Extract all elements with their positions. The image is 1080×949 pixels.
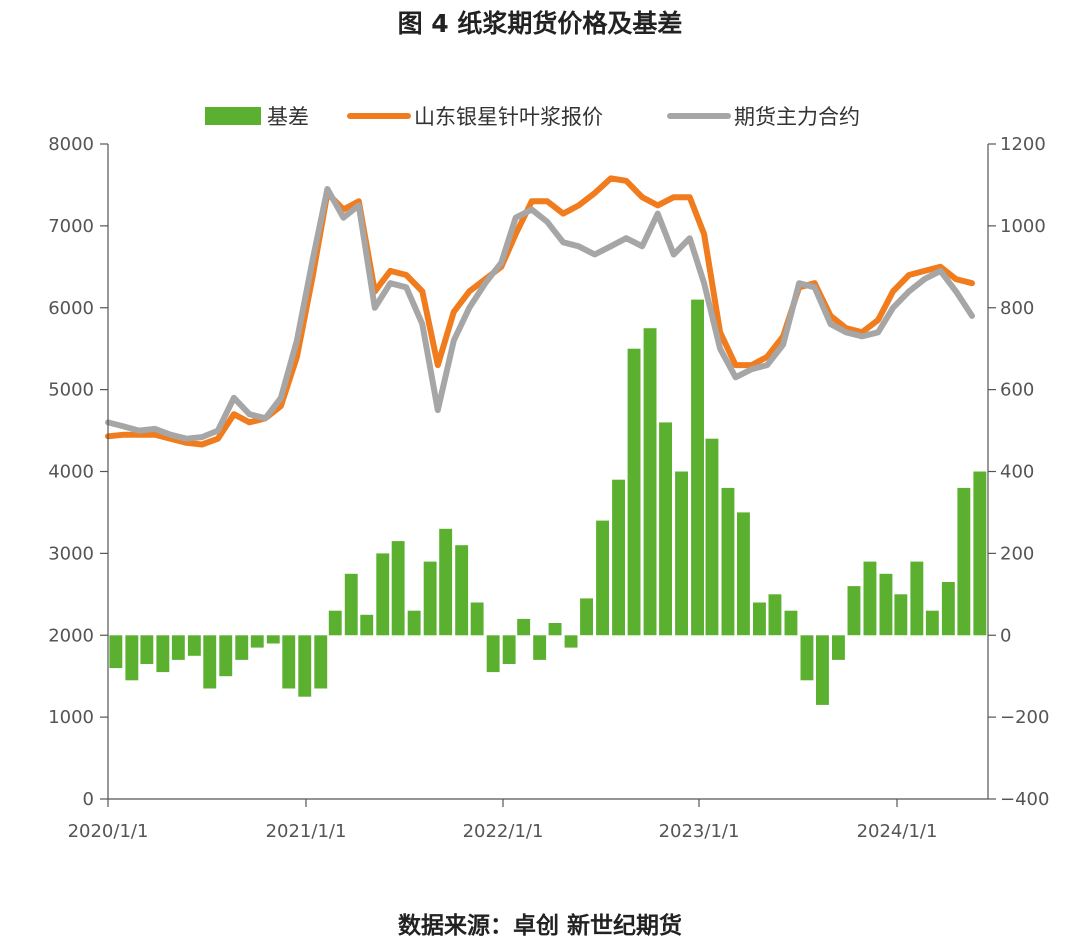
basis-bar <box>328 610 342 636</box>
basis-bar <box>298 635 312 697</box>
basis-bar <box>596 520 609 636</box>
basis-bar <box>832 635 845 660</box>
basis-bar <box>203 635 217 689</box>
basis-bar <box>957 487 971 636</box>
basis-bar <box>737 512 750 636</box>
basis-bar <box>502 635 516 664</box>
x-tick-label: 2022/1/1 <box>463 821 544 842</box>
basis-bar <box>314 635 328 689</box>
basis-bar <box>486 635 500 673</box>
basis-bar <box>580 598 593 636</box>
legend-label-basis: 基差 <box>267 105 309 129</box>
basis-bar <box>721 487 735 636</box>
basis-bar <box>125 635 139 681</box>
basis-bar <box>533 635 547 660</box>
basis-bar <box>156 635 170 673</box>
basis-bar <box>423 561 437 636</box>
basis-bar <box>219 635 233 677</box>
basis-bar <box>753 602 766 636</box>
basis-bar <box>282 635 296 689</box>
basis-bar <box>564 635 578 648</box>
basis-bar <box>171 635 185 660</box>
x-tick-label: 2020/1/1 <box>68 821 149 842</box>
basis-bar <box>894 594 908 636</box>
basis-bar <box>548 623 562 636</box>
y-left-tick-label: 4000 <box>48 462 94 483</box>
legend-swatch-basis <box>205 107 261 125</box>
y-right-tick-label: −200 <box>1000 707 1049 728</box>
basis-bar <box>612 479 625 636</box>
y-right-tick-label: 800 <box>1000 298 1034 319</box>
basis-bar <box>659 422 672 636</box>
basis-bar <box>768 594 782 636</box>
chart-canvas: 基差 山东银星针叶浆报价 期货主力合约 01000200030004000500… <box>48 105 1049 842</box>
chart-legend: 基差 山东银星针叶浆报价 期货主力合约 <box>205 105 860 129</box>
basis-bar <box>941 582 955 636</box>
basis-bar <box>470 602 484 636</box>
y-right-tick-label: 600 <box>1000 380 1034 401</box>
basis-bar <box>376 553 390 636</box>
basis-bars <box>109 299 987 705</box>
basis-bar <box>140 635 154 664</box>
basis-bar <box>627 348 641 636</box>
basis-bar <box>235 635 249 660</box>
y-left-tick-label: 6000 <box>48 298 94 319</box>
y-right-tick-label: −400 <box>1000 789 1049 810</box>
y-right-tick-label: 200 <box>1000 543 1034 564</box>
basis-bar <box>691 299 704 636</box>
legend-label-futures: 期货主力合约 <box>734 105 860 129</box>
chart-title: 图 4 纸浆期货价格及基差 <box>397 9 683 38</box>
legend-label-spot: 山东银星针叶浆报价 <box>414 105 603 129</box>
basis-bar <box>973 471 987 636</box>
basis-bar <box>187 635 201 656</box>
basis-bar <box>250 635 264 648</box>
basis-bar <box>517 618 531 636</box>
basis-bar <box>816 635 829 705</box>
x-tick-label: 2021/1/1 <box>266 821 347 842</box>
basis-bar <box>784 610 798 636</box>
basis-bar <box>439 528 453 636</box>
y-left-tick-label: 3000 <box>48 543 94 564</box>
y-left-tick-label: 2000 <box>48 625 94 646</box>
data-source-note: 数据来源：卓创 新世纪期货 <box>397 913 682 939</box>
futures-price-line <box>105 186 975 442</box>
basis-bar <box>925 610 939 636</box>
y-left-tick-label: 5000 <box>48 380 94 401</box>
basis-bar <box>391 541 405 636</box>
y-right-tick-label: 1000 <box>1000 216 1046 237</box>
basis-bar <box>266 635 280 644</box>
y-right-tick-label: 400 <box>1000 462 1034 483</box>
basis-bar <box>863 561 877 636</box>
basis-bar <box>879 573 893 636</box>
basis-bar <box>910 561 924 636</box>
basis-bar <box>847 586 861 636</box>
basis-bar <box>643 328 657 636</box>
y-left-tick-label: 0 <box>83 789 94 810</box>
y-left-tick-label: 1000 <box>48 707 94 728</box>
basis-bar <box>360 614 374 636</box>
basis-bar <box>407 610 421 636</box>
y-left-tick-label: 7000 <box>48 216 94 237</box>
basis-bar <box>800 635 814 681</box>
x-tick-label: 2023/1/1 <box>659 821 740 842</box>
x-tick-label: 2024/1/1 <box>857 821 938 842</box>
basis-bar <box>344 573 358 636</box>
basis-bar <box>455 545 469 636</box>
y-left-tick-label: 8000 <box>48 134 94 155</box>
price-lines <box>105 175 975 448</box>
y-right-tick-label: 0 <box>1000 625 1011 646</box>
basis-bar <box>705 438 719 636</box>
y-right-tick-label: 1200 <box>1000 134 1046 155</box>
basis-bar <box>109 635 123 669</box>
basis-bar <box>675 471 688 636</box>
